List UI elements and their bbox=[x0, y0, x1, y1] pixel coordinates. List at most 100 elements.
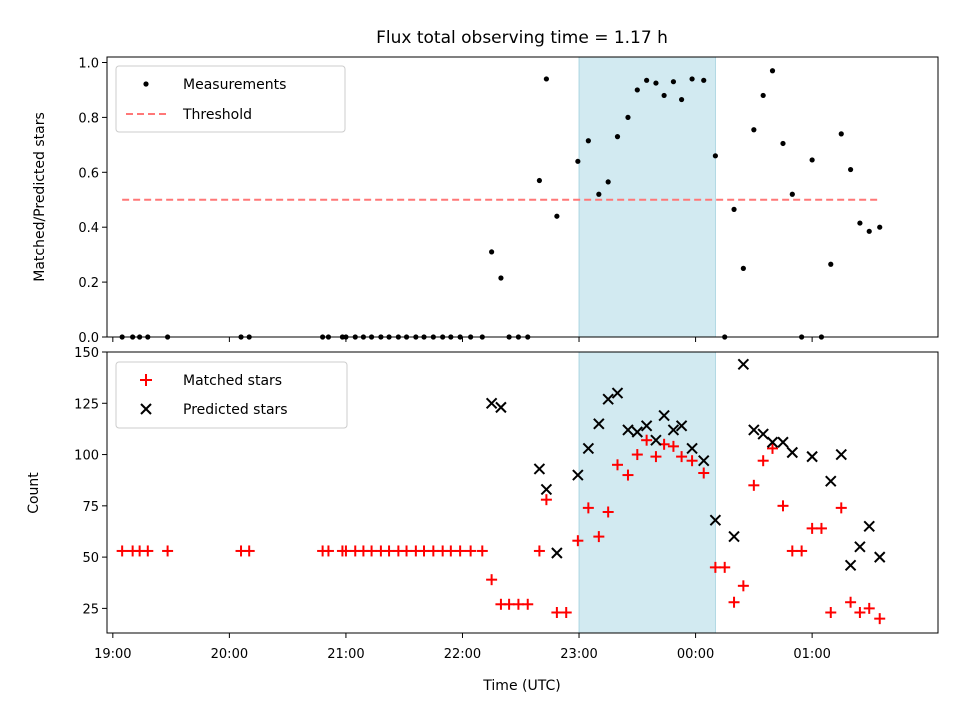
legend-predicted-marker bbox=[140, 403, 152, 415]
predicted-star-point bbox=[551, 547, 563, 559]
matched-star-point bbox=[427, 545, 439, 557]
predicted-star-point bbox=[593, 418, 605, 430]
x-axis-label: Time (UTC) bbox=[482, 678, 560, 694]
matched-star-point bbox=[786, 545, 798, 557]
predicted-star-point bbox=[806, 450, 818, 463]
matched-star-point bbox=[465, 545, 477, 557]
matched-star-point bbox=[602, 506, 614, 518]
x-tick-label: 21:00 bbox=[327, 647, 364, 662]
matched-star-point bbox=[418, 545, 430, 557]
matched-star-point bbox=[476, 545, 488, 557]
x-tick-label: 23:00 bbox=[560, 647, 597, 662]
matched-star-point bbox=[401, 545, 413, 557]
x-tick-label: 00:00 bbox=[677, 647, 714, 662]
measurement-point bbox=[554, 213, 560, 219]
matched-star-point bbox=[650, 451, 662, 463]
matched-star-point bbox=[560, 606, 572, 618]
measurement-point bbox=[498, 275, 504, 281]
matched-star-point bbox=[709, 561, 721, 573]
top-shaded-span bbox=[578, 56, 716, 338]
top-panel: 0.0 0.2 0.4 0.6 0.8 1.0 Matched/Predicted sta… bbox=[32, 56, 939, 346]
matched-star-point bbox=[611, 459, 623, 471]
predicted-star-point bbox=[582, 442, 595, 455]
bottom-y-axis: 25 50 75 100 125 150 bbox=[74, 346, 107, 617]
predicted-star-point bbox=[737, 358, 750, 371]
measurement-point bbox=[489, 249, 495, 255]
measurement-point bbox=[769, 68, 776, 74]
predicted-star-point bbox=[658, 409, 670, 422]
predicted-star-point bbox=[874, 551, 886, 563]
bottom-panel: 25 50 75 100 125 150 19:00 20:00 21:00 22:00 23:0… bbox=[26, 346, 939, 694]
measurement-point bbox=[543, 76, 549, 82]
predicted-star-point bbox=[786, 446, 799, 459]
top-legend-box bbox=[115, 65, 346, 133]
predicted-star-point bbox=[533, 463, 546, 475]
predicted-star-point bbox=[675, 420, 688, 432]
measurement-point bbox=[661, 92, 667, 99]
predicted-star-point bbox=[766, 436, 779, 448]
matched-star-point bbox=[854, 606, 866, 618]
top-y-tick-label: 0.4 bbox=[78, 221, 99, 236]
matched-star-point bbox=[486, 574, 498, 586]
matched-star-point bbox=[582, 502, 594, 514]
matched-star-point bbox=[512, 598, 524, 610]
matched-star-point bbox=[796, 545, 808, 557]
matched-star-point bbox=[322, 545, 334, 557]
legend-threshold-label: Threshold bbox=[182, 107, 252, 123]
matched-star-point bbox=[383, 545, 395, 557]
matched-star-point bbox=[540, 494, 552, 506]
measurement-point bbox=[857, 220, 863, 226]
predicted-star-point bbox=[748, 424, 760, 436]
predicted-star-point bbox=[667, 424, 680, 436]
top-y-axis: 0.0 0.2 0.4 0.6 0.8 1.0 bbox=[78, 56, 107, 346]
matched-stars-points bbox=[116, 434, 886, 625]
measurement-point bbox=[847, 166, 854, 173]
bottom-y-tick-label: 150 bbox=[74, 346, 99, 361]
predicted-star-point bbox=[835, 448, 847, 461]
measurement-point bbox=[731, 206, 737, 212]
matched-star-point bbox=[728, 596, 740, 608]
top-y-axis-label: Matched/Predicted stars bbox=[32, 112, 48, 282]
measurement-point bbox=[809, 157, 815, 163]
predicted-star-point bbox=[757, 428, 769, 440]
measurement-point bbox=[701, 77, 707, 83]
bottom-y-tick-label: 125 bbox=[74, 397, 99, 412]
measurement-point bbox=[605, 179, 611, 185]
matched-star-point bbox=[686, 455, 698, 467]
predicted-star-point bbox=[602, 393, 614, 405]
legend-measurements-label: Measurements bbox=[183, 77, 286, 93]
matched-star-point bbox=[748, 479, 760, 491]
matched-star-point bbox=[503, 598, 515, 610]
predicted-star-point bbox=[777, 436, 789, 448]
top-y-tick-label: 0.6 bbox=[78, 166, 99, 181]
predicted-star-point bbox=[572, 469, 584, 481]
x-tick-label: 22:00 bbox=[444, 647, 481, 662]
measurement-point bbox=[634, 87, 640, 93]
legend-matched-marker bbox=[140, 374, 152, 386]
measurement-point bbox=[585, 138, 591, 144]
matched-star-point bbox=[719, 561, 731, 573]
predicted-star-point bbox=[622, 424, 634, 436]
top-y-tick-label: 0.2 bbox=[78, 276, 99, 291]
matched-star-point bbox=[243, 545, 255, 557]
matched-star-point bbox=[454, 545, 466, 557]
matched-star-point bbox=[777, 500, 789, 512]
matched-star-point bbox=[766, 442, 778, 454]
matched-star-point bbox=[340, 545, 352, 557]
predicted-star-point bbox=[854, 541, 866, 553]
bottom-axes-frame bbox=[106, 351, 939, 634]
matched-star-point bbox=[366, 545, 378, 557]
predicted-star-point bbox=[540, 483, 553, 496]
top-y-tick-label: 0.0 bbox=[78, 331, 99, 346]
measurement-point bbox=[838, 131, 844, 137]
bottom-y-tick-label: 100 bbox=[74, 449, 99, 464]
predicted-stars-points bbox=[485, 358, 886, 572]
top-y-tick-label: 1.0 bbox=[78, 56, 99, 71]
predicted-star-point bbox=[825, 475, 837, 487]
measurement-point bbox=[596, 191, 602, 197]
top-x-ticks bbox=[112, 337, 813, 342]
bottom-y-tick-label: 25 bbox=[82, 602, 99, 617]
chart-title: Flux total observing time = 1.17 h bbox=[376, 28, 668, 48]
measurement-point bbox=[751, 127, 757, 133]
